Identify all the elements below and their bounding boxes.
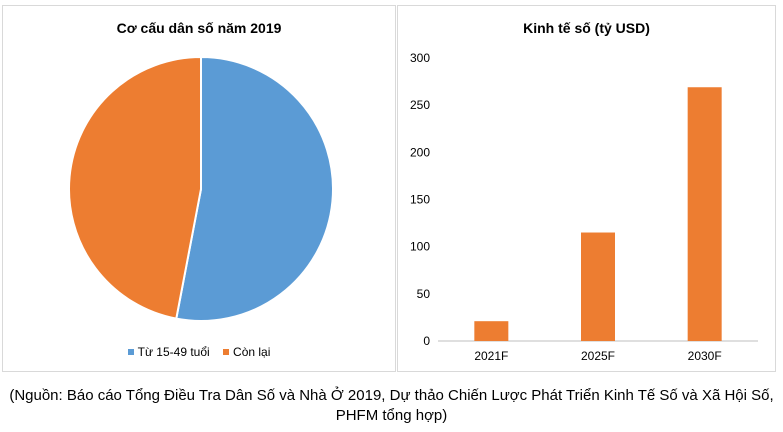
y-tick-label: 300	[410, 51, 430, 65]
legend-label: Còn lại	[233, 345, 271, 359]
bar-chart-title: Kinh tế số (tỷ USD)	[523, 20, 650, 36]
bar-2025F	[581, 232, 615, 341]
bar-2030F	[687, 87, 722, 341]
legend-item-15-49: Từ 15-49 tuổi	[127, 345, 210, 359]
pie-chart-title: Cơ cấu dân số năm 2019	[116, 20, 282, 36]
y-tick-label: 250	[410, 98, 430, 112]
pie-slice-0	[175, 55, 334, 322]
source-caption: (Nguồn: Báo cáo Tổng Điều Tra Dân Số và …	[9, 387, 774, 424]
pie-slice-1	[68, 55, 202, 320]
x-tick-label: 2021F	[474, 349, 508, 363]
pie-chart	[68, 55, 334, 322]
y-tick-label: 0	[423, 334, 430, 348]
x-tick-label: 2025F	[581, 349, 615, 363]
y-tick-label: 100	[410, 240, 430, 254]
y-tick-label: 50	[417, 287, 431, 301]
y-tick-label: 150	[410, 193, 430, 207]
y-tick-label: 200	[410, 145, 430, 159]
pie-chart-panel: Cơ cấu dân số năm 2019 Từ 15-49 tuổi Còn…	[2, 5, 396, 372]
legend-item-con-lai: Còn lại	[223, 345, 270, 359]
x-tick-label: 2030F	[688, 349, 722, 363]
legend-swatch-blue	[127, 349, 134, 355]
pie-legend: Từ 15-49 tuổi Còn lại	[3, 344, 395, 359]
bar-chart-panel: Kinh tế số (tỷ USD) 0 50 100 150 200 250 300 20…	[397, 5, 776, 372]
legend-label: Từ 15-49 tuổi	[137, 345, 210, 359]
legend-swatch-orange	[223, 349, 230, 355]
bar-2021F	[474, 321, 509, 341]
bar-chart: 0 50 100 150 200 250 300 2021F 2025F 2030F	[410, 51, 758, 363]
